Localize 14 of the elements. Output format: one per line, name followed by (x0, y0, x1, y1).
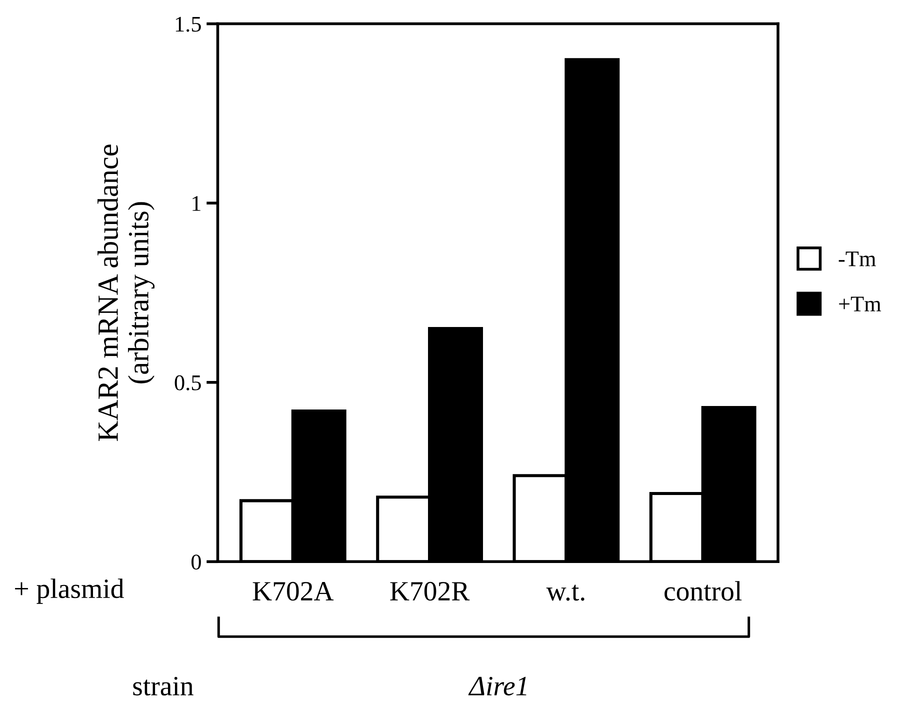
x-tick-label: K702A (252, 582, 334, 601)
x-tick-label: control (664, 581, 742, 601)
legend-label: +Tm (839, 296, 882, 312)
y-tick-label: 0.5 (174, 375, 201, 390)
x-tick-label: w.t. (546, 584, 584, 601)
y-axis-title: KAR2 mRNA abundance (arbitrary units) (98, 144, 155, 441)
legend-label: -Tm (838, 252, 876, 266)
y-tick-label: 0 (191, 554, 201, 570)
text: strain (133, 676, 194, 696)
y-tick-label: 1.5 (176, 16, 201, 32)
x-tick-label: K702R (390, 582, 470, 601)
text: + plasmid (15, 578, 124, 604)
y-tick-label: 1 (192, 196, 200, 211)
text: Δire1 (468, 676, 526, 696)
